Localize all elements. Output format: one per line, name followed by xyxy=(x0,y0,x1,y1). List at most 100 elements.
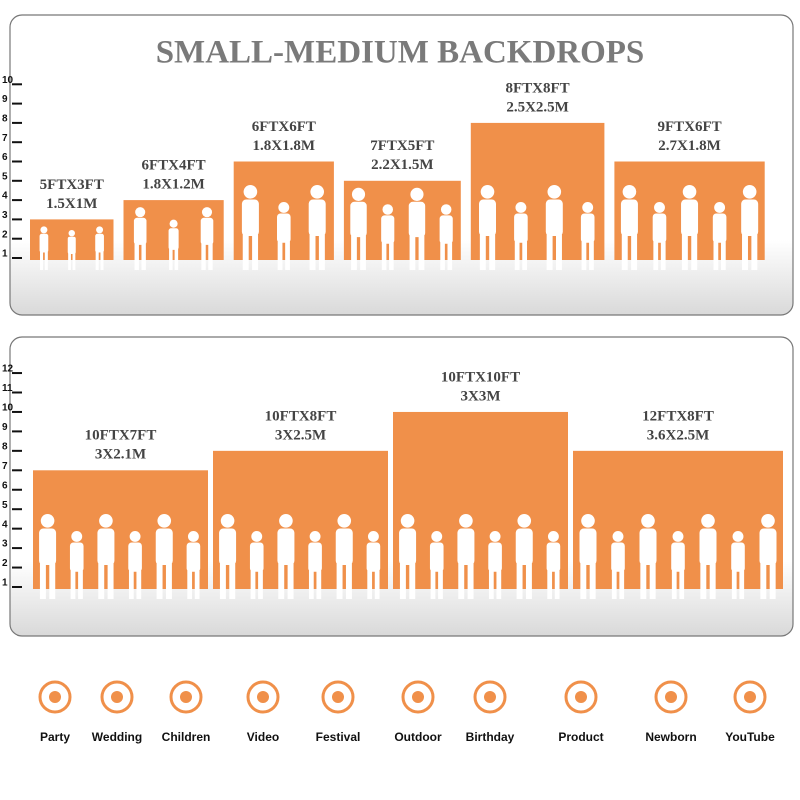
tick-label: 6 xyxy=(2,152,8,163)
use-icon-dot xyxy=(257,691,269,703)
body xyxy=(200,217,214,245)
head xyxy=(517,514,532,528)
tick-label: 2 xyxy=(2,229,8,240)
use-label: Outdoor xyxy=(394,730,442,744)
head xyxy=(310,185,325,199)
leg xyxy=(287,563,294,599)
person-silhouette xyxy=(639,514,657,599)
body xyxy=(652,213,667,243)
tick-label: 4 xyxy=(2,519,8,530)
use-icon xyxy=(169,680,203,714)
leg xyxy=(95,251,99,270)
person-silhouette xyxy=(39,514,57,599)
use-icon-dot xyxy=(180,691,192,703)
use-icon-dot xyxy=(412,691,424,703)
leg xyxy=(107,563,114,599)
leg xyxy=(547,570,553,599)
person-silhouette xyxy=(219,514,237,599)
leg xyxy=(242,234,249,270)
head xyxy=(243,185,258,199)
person-silhouette xyxy=(241,185,259,270)
body xyxy=(488,542,502,572)
head xyxy=(135,207,146,218)
leg xyxy=(39,251,44,270)
leg xyxy=(554,570,560,599)
leg xyxy=(277,241,283,270)
use-icon xyxy=(473,680,507,714)
metric-label: 1.8X1.8M xyxy=(253,138,316,154)
metric-label: 3X3M xyxy=(461,388,501,404)
leg xyxy=(769,563,776,599)
head xyxy=(351,187,366,201)
leg xyxy=(229,563,236,599)
leg xyxy=(174,248,179,270)
size-label: 8FTX8FT xyxy=(506,80,570,96)
body xyxy=(611,542,625,572)
leg xyxy=(278,563,285,599)
person-silhouette xyxy=(546,531,561,599)
head xyxy=(701,514,715,528)
head xyxy=(547,531,559,542)
leg xyxy=(649,563,656,599)
use-icon xyxy=(38,680,72,714)
use-icon xyxy=(401,680,435,714)
leg xyxy=(351,235,357,270)
leg xyxy=(367,570,373,599)
use-label: Newborn xyxy=(645,730,696,744)
metric-label: 1.5X1M xyxy=(46,196,97,212)
leg xyxy=(165,563,172,599)
person-silhouette xyxy=(308,185,326,270)
tick-label: 5 xyxy=(2,171,8,182)
leg xyxy=(381,242,387,270)
body xyxy=(350,201,367,238)
body xyxy=(681,199,699,236)
tick-label: 11 xyxy=(2,383,13,394)
body xyxy=(479,199,496,236)
leg xyxy=(760,563,767,599)
head xyxy=(220,514,235,528)
body xyxy=(128,542,142,572)
leg xyxy=(418,235,425,270)
leg xyxy=(252,234,259,270)
leg xyxy=(742,234,748,270)
body xyxy=(546,542,561,572)
body xyxy=(277,213,291,243)
head xyxy=(581,514,595,528)
leg xyxy=(458,563,465,599)
body xyxy=(639,528,657,565)
leg xyxy=(194,570,200,599)
size-label: 6FTX6FT xyxy=(252,119,316,135)
body xyxy=(457,528,475,565)
leg xyxy=(679,570,685,599)
person-silhouette xyxy=(67,230,76,270)
head xyxy=(96,226,104,234)
body xyxy=(381,215,395,244)
body xyxy=(168,228,179,250)
person-silhouette xyxy=(620,185,638,270)
body xyxy=(155,528,173,565)
head xyxy=(400,514,415,528)
person-silhouette xyxy=(699,514,717,599)
body xyxy=(514,213,528,243)
person-silhouette xyxy=(741,185,759,270)
leg xyxy=(72,253,76,270)
person-silhouette xyxy=(95,226,104,270)
person-silhouette xyxy=(579,514,597,599)
leg xyxy=(39,563,46,599)
person-silhouette xyxy=(652,202,667,270)
head xyxy=(169,219,178,228)
leg xyxy=(169,248,173,270)
head xyxy=(612,531,624,542)
use-icon xyxy=(321,680,355,714)
head xyxy=(547,185,562,199)
person-silhouette xyxy=(439,204,453,270)
leg xyxy=(681,234,688,270)
tick-label: 1 xyxy=(2,578,8,589)
metric-label: 2.5X2.5M xyxy=(506,99,569,115)
head xyxy=(71,531,83,542)
leg xyxy=(187,570,193,599)
body xyxy=(439,215,453,244)
leg xyxy=(671,570,677,599)
body xyxy=(69,542,84,572)
leg xyxy=(496,570,502,599)
